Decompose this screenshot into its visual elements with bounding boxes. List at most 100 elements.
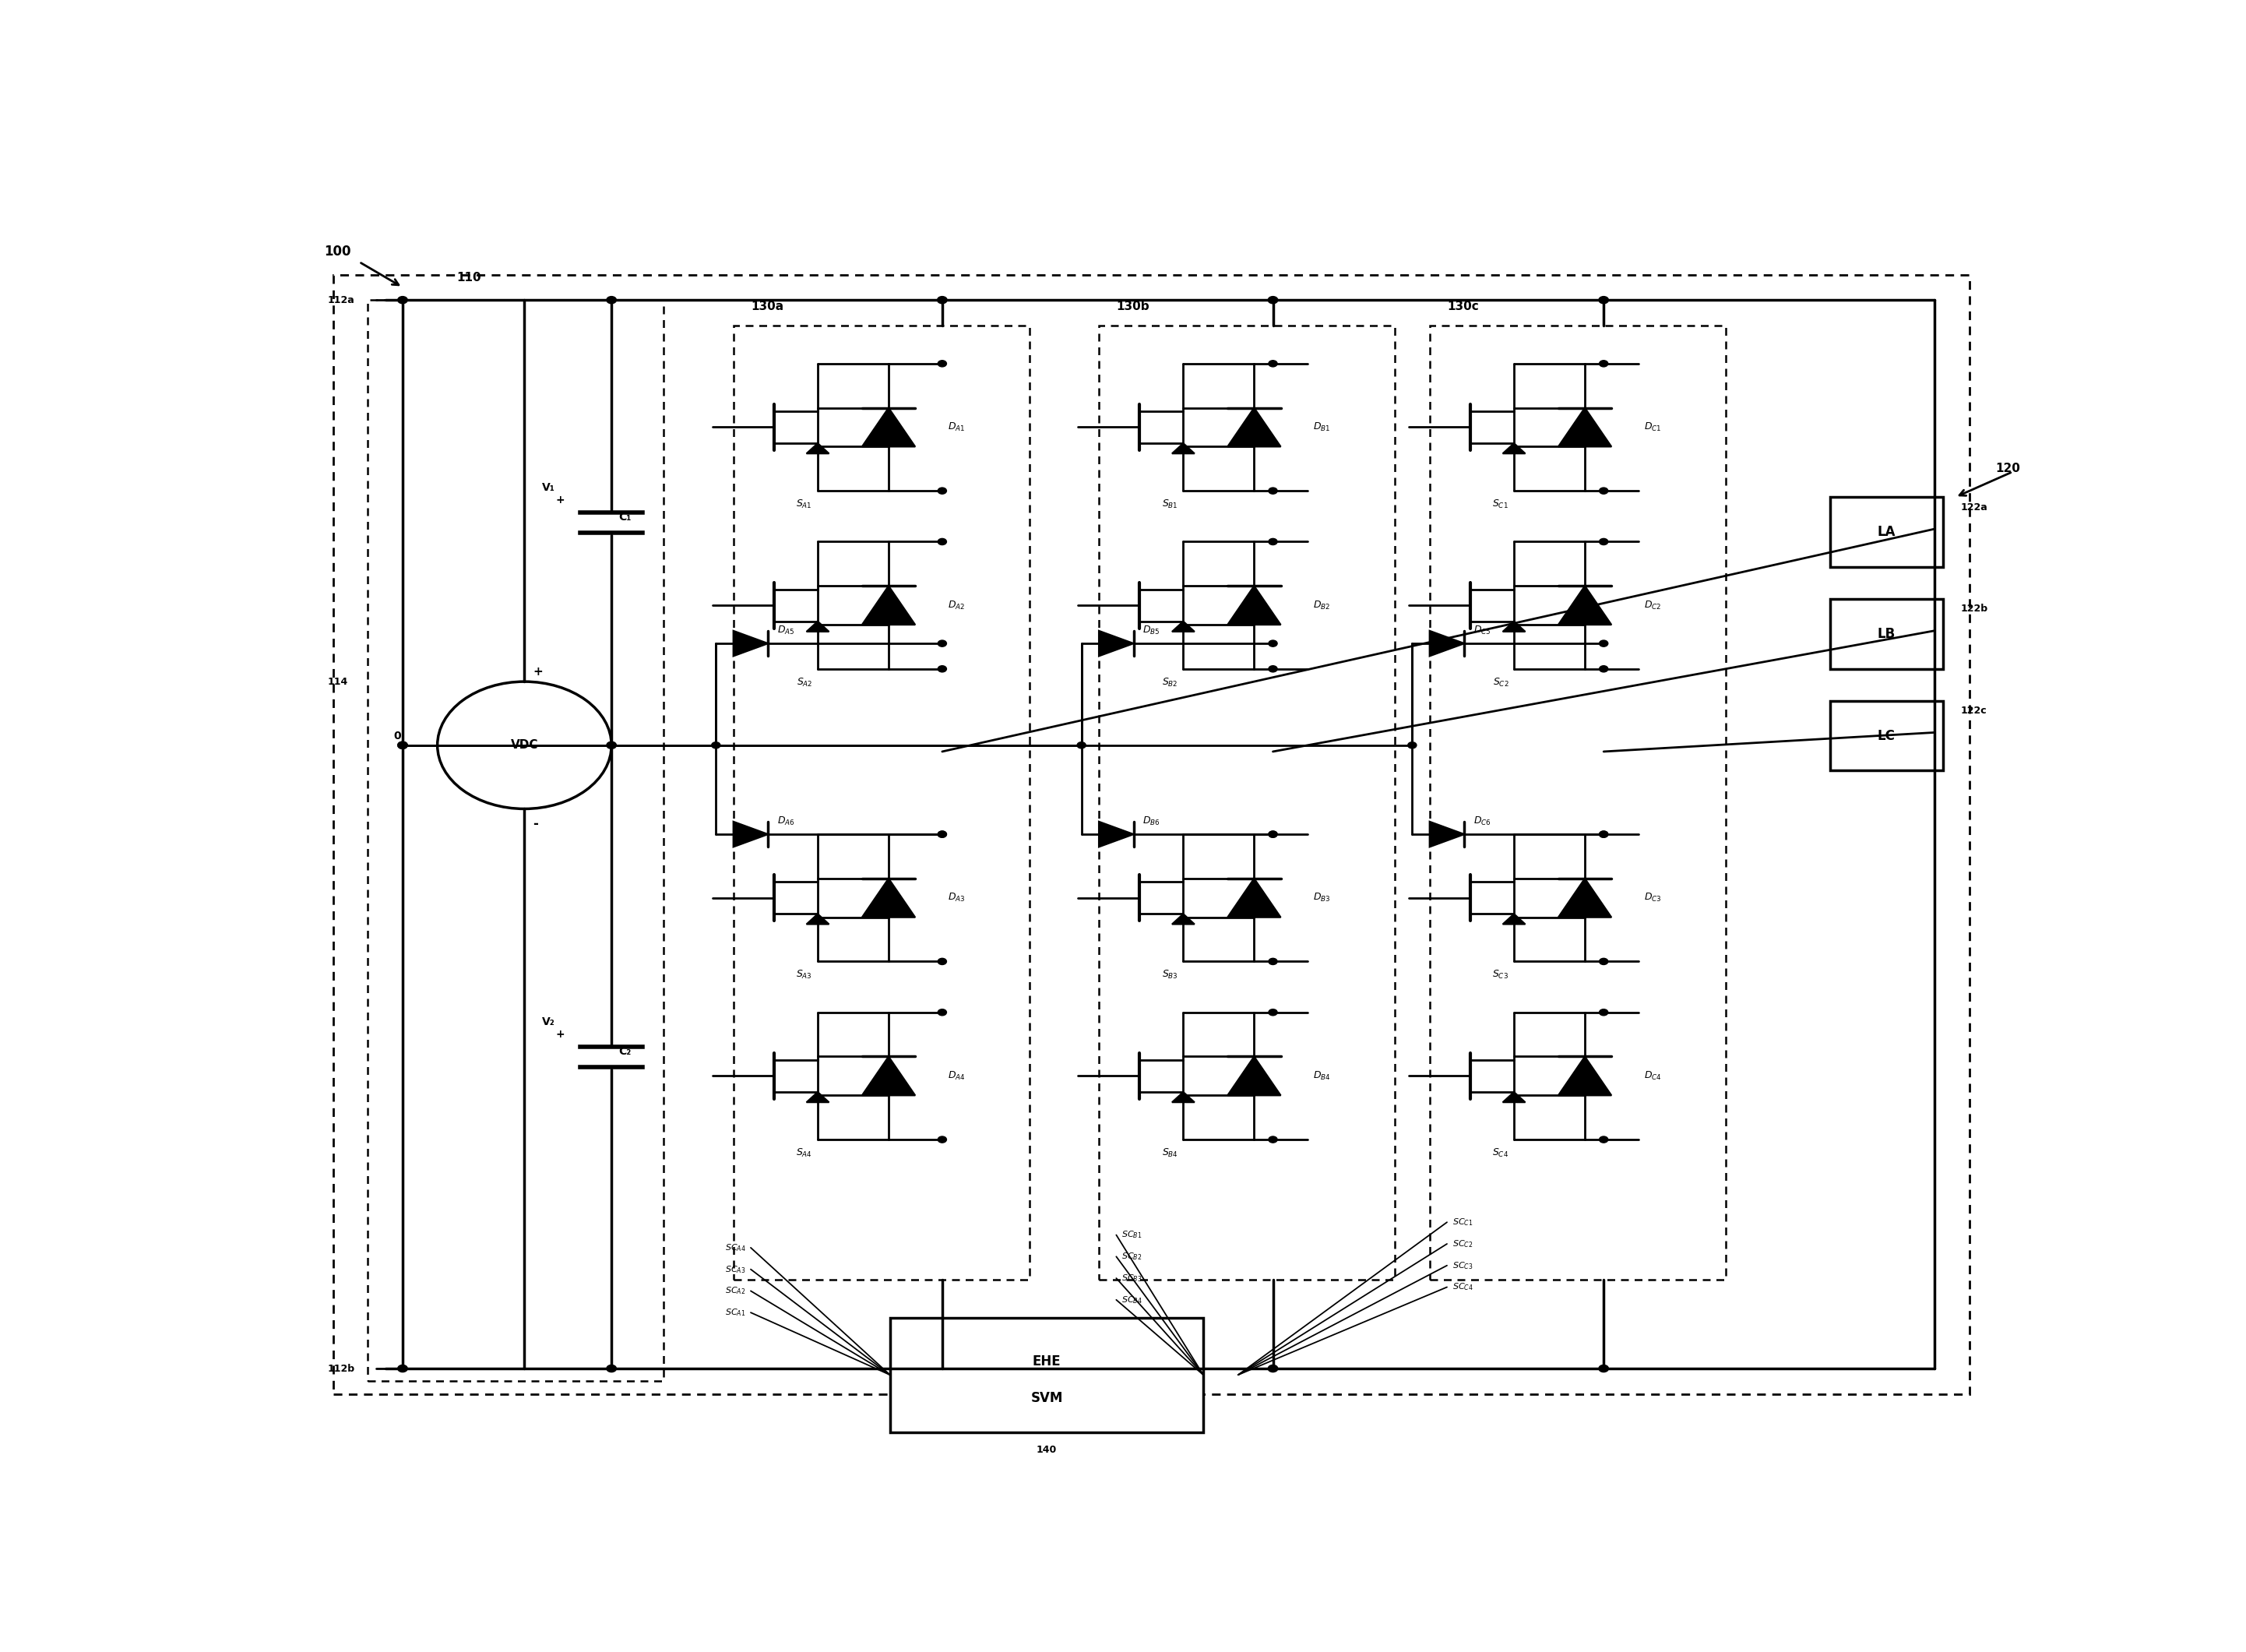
Text: $S_{B3}$: $S_{B3}$ [1161,970,1177,981]
Circle shape [1599,1009,1608,1016]
Text: 122b: 122b [1961,605,1988,615]
Circle shape [1269,666,1278,672]
Circle shape [1269,958,1278,965]
Circle shape [1269,641,1278,646]
Text: $D_{C1}$: $D_{C1}$ [1644,421,1662,433]
Text: 0: 0 [393,730,402,742]
Circle shape [939,1009,946,1016]
Text: V₂: V₂ [541,1016,555,1028]
Text: $D_{B3}$: $D_{B3}$ [1314,892,1330,904]
Circle shape [606,1365,615,1373]
Text: $D_{C4}$: $D_{C4}$ [1644,1070,1662,1082]
Text: $D_{A4}$: $D_{A4}$ [948,1070,966,1082]
Text: 112a: 112a [328,296,355,306]
Circle shape [1269,360,1278,367]
Text: $SC_{B2}$: $SC_{B2}$ [1121,1251,1141,1262]
Text: LA: LA [1878,525,1896,539]
Polygon shape [1172,1092,1195,1102]
Text: $D_{C5}$: $D_{C5}$ [1473,624,1491,636]
Text: 130c: 130c [1446,301,1478,312]
Circle shape [1269,1365,1278,1373]
Text: $SC_{C4}$: $SC_{C4}$ [1453,1282,1473,1292]
Text: $S_{B4}$: $S_{B4}$ [1161,1146,1177,1160]
Circle shape [939,831,946,838]
Text: $S_{B2}$: $S_{B2}$ [1161,677,1177,689]
Text: $S_{C1}$: $S_{C1}$ [1494,499,1509,510]
Bar [1428,325,1725,1279]
Text: VDC: VDC [510,740,539,752]
Text: $S_{B1}$: $S_{B1}$ [1161,499,1177,510]
Polygon shape [1428,631,1464,656]
Text: -: - [532,818,539,831]
Circle shape [939,1137,946,1143]
Text: $D_{B1}$: $D_{B1}$ [1314,421,1330,433]
Text: $S_{C3}$: $S_{C3}$ [1491,970,1509,981]
Polygon shape [806,621,829,631]
Text: $D_{B5}$: $D_{B5}$ [1143,624,1159,636]
Circle shape [1599,487,1608,494]
Circle shape [1269,296,1278,304]
Text: LB: LB [1878,626,1896,641]
Polygon shape [1229,879,1280,917]
Polygon shape [1503,621,1525,631]
Bar [1830,497,1943,567]
Circle shape [1078,742,1085,748]
Text: $SC_{B3}$: $SC_{B3}$ [1121,1272,1141,1284]
Text: V₁: V₁ [541,482,555,494]
Text: 130b: 130b [1116,301,1150,312]
Text: LC: LC [1878,729,1896,743]
Text: C₁: C₁ [618,512,631,522]
Text: $SC_{A2}$: $SC_{A2}$ [725,1285,746,1297]
Circle shape [1599,641,1608,646]
Circle shape [939,831,946,838]
Circle shape [937,1365,948,1373]
Text: 110: 110 [456,271,481,282]
Polygon shape [806,443,829,454]
Polygon shape [732,631,768,656]
Text: $D_{A1}$: $D_{A1}$ [948,421,966,433]
Polygon shape [806,914,829,923]
Circle shape [1599,831,1608,838]
Circle shape [1599,296,1608,304]
Polygon shape [1559,1057,1610,1095]
Text: $SC_{A4}$: $SC_{A4}$ [725,1242,746,1254]
Bar [1830,700,1943,770]
Circle shape [1269,831,1278,838]
Text: 122c: 122c [1961,705,1988,715]
Text: 112b: 112b [328,1363,355,1373]
Text: EHE: EHE [1033,1355,1060,1368]
Text: $D_{C3}$: $D_{C3}$ [1644,892,1662,904]
Circle shape [1269,831,1278,838]
Circle shape [1599,1137,1608,1143]
Text: $D_{B4}$: $D_{B4}$ [1314,1070,1330,1082]
Text: $S_{C2}$: $S_{C2}$ [1494,677,1509,689]
Circle shape [606,742,615,748]
Text: 120: 120 [1994,463,2019,474]
Polygon shape [1503,443,1525,454]
Bar [732,325,1029,1279]
Text: 122a: 122a [1961,502,1988,512]
Polygon shape [1559,879,1610,917]
Circle shape [1599,958,1608,965]
Text: $S_{A1}$: $S_{A1}$ [797,499,813,510]
Bar [1098,325,1395,1279]
Polygon shape [862,1057,914,1095]
Circle shape [1599,360,1608,367]
Circle shape [939,641,946,646]
Text: SVM: SVM [1031,1391,1062,1404]
Text: $S_{A3}$: $S_{A3}$ [797,970,813,981]
Circle shape [939,958,946,965]
Circle shape [712,742,721,748]
Text: $D_{A2}$: $D_{A2}$ [948,600,966,611]
Circle shape [398,1365,407,1373]
Text: $SC_{C2}$: $SC_{C2}$ [1453,1239,1473,1249]
Text: $D_{B6}$: $D_{B6}$ [1143,816,1159,828]
Bar [889,1318,1204,1432]
Circle shape [398,296,407,304]
Text: $D_{A3}$: $D_{A3}$ [948,892,966,904]
Bar [332,274,1970,1394]
Polygon shape [1098,631,1134,656]
Polygon shape [1559,586,1610,624]
Text: $D_{B2}$: $D_{B2}$ [1314,600,1330,611]
Polygon shape [1229,408,1280,446]
